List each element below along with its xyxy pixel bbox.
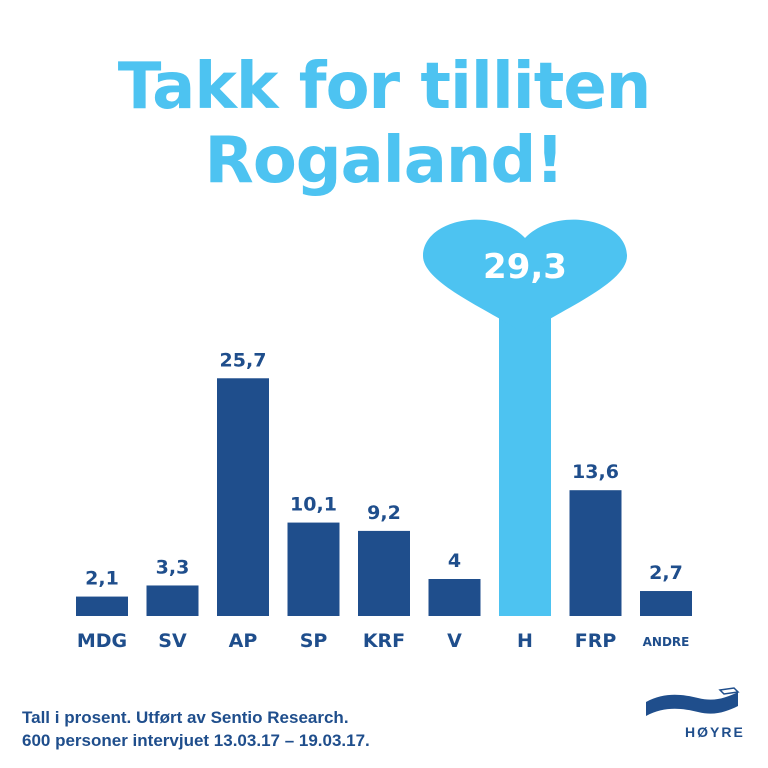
bar-v [428,579,481,616]
value-label-frp: 13,6 [572,461,619,483]
value-label-sv: 3,3 [156,556,190,578]
category-label-sv: SV [158,630,187,652]
category-label-ap: AP [229,630,258,652]
bar-andre [640,591,692,616]
category-label-krf: KRF [363,630,405,652]
value-label-andre: 2,7 [649,562,683,584]
bar-frp [569,490,622,616]
headline-line-2: Rogaland! [204,124,565,198]
bar-mdg [76,596,128,616]
flag-icon [646,687,740,716]
category-label-mdg: MDG [77,630,127,652]
bar-sv [146,585,199,616]
category-label-v: V [447,630,462,652]
value-label-mdg: 2,1 [85,568,119,590]
category-label-andre: ANDRE [643,635,690,649]
headline-line-1: Takk for tilliten [117,50,652,124]
value-label-krf: 9,2 [367,502,401,524]
footnote-source: Tall i prosent. Utført av Sentio Researc… [22,708,349,727]
value-label-ap: 25,7 [220,349,267,371]
category-label-sp: SP [300,630,328,652]
category-label-h: H [517,630,533,652]
value-label-sp: 10,1 [290,494,337,516]
bar-krf [358,530,410,616]
bar-sp [287,522,340,616]
footnote-sample: 600 personer intervjuet 13.03.17 – 19.03… [22,731,370,750]
value-label-v: 4 [448,550,461,572]
category-label-frp: FRP [575,630,617,652]
logo-text: HØYRE [685,724,745,740]
heart-icon [423,219,627,336]
value-label-h: 29,3 [483,247,567,287]
bar-h [499,286,551,616]
bar-ap [217,378,269,616]
